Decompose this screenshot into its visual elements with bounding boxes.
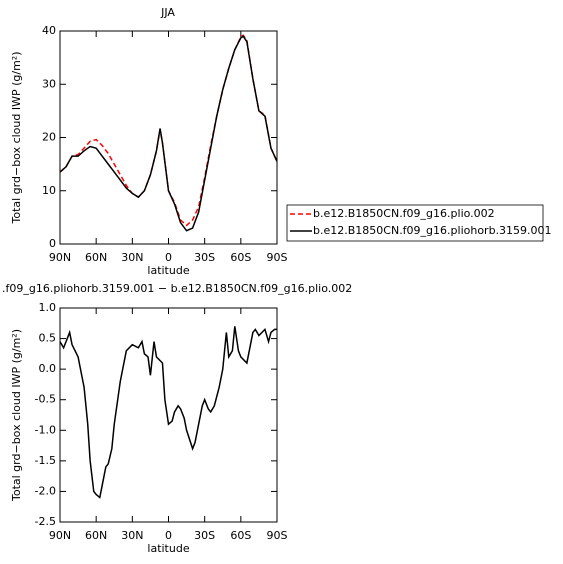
x-tick-label: 90N bbox=[49, 529, 71, 542]
y-tick-label: 40 bbox=[42, 24, 56, 37]
y-tick-label: -1.0 bbox=[35, 423, 56, 436]
legend-label: b.e12.B1850CN.f09_g16.pliohorb.3159.001 bbox=[313, 224, 552, 237]
data-line bbox=[59, 35, 278, 232]
x-tick-label: 60S bbox=[230, 251, 251, 264]
y-tick-label: -0.5 bbox=[35, 393, 56, 406]
x-tick-label: 0 bbox=[165, 529, 172, 542]
y-axis-label: Total grd−box cloud IWP (g/m²) bbox=[10, 51, 23, 224]
y-tick-label: 1.0 bbox=[39, 301, 57, 314]
x-tick-label: 30N bbox=[121, 251, 143, 264]
y-tick-label: 0.0 bbox=[39, 362, 57, 375]
x-tick-label: 30S bbox=[194, 251, 215, 264]
y-tick-label: 0.5 bbox=[39, 332, 57, 345]
x-tick-label: 60N bbox=[85, 251, 107, 264]
x-tick-label: 0 bbox=[165, 251, 172, 264]
x-tick-label: 60N bbox=[85, 529, 107, 542]
plot-frame bbox=[59, 30, 278, 245]
legend: b.e12.B1850CN.f09_g16.plio.002 b.e12.B185… bbox=[286, 204, 552, 242]
x-tick-label: 30S bbox=[194, 529, 215, 542]
x-tick-label: 90S bbox=[267, 529, 288, 542]
plot-frame bbox=[59, 307, 278, 523]
x-tick-label: 90N bbox=[49, 251, 71, 264]
y-tick-label: -2.0 bbox=[35, 484, 56, 497]
x-axis-label: latitude bbox=[147, 264, 189, 277]
legend-box bbox=[286, 204, 544, 242]
y-tick-label: 30 bbox=[42, 77, 56, 90]
chart-title: .f09_g16.pliohorb.3159.001 − b.e12.B1850… bbox=[2, 282, 352, 295]
y-tick-label: 20 bbox=[42, 131, 56, 144]
data-line bbox=[59, 326, 277, 499]
x-axis-label: latitude bbox=[147, 542, 189, 555]
y-tick-label: -1.5 bbox=[35, 454, 56, 467]
legend-label: b.e12.B1850CN.f09_g16.plio.002 bbox=[313, 207, 495, 220]
x-tick-label: 30N bbox=[121, 529, 143, 542]
y-axis-label: Total grd−box cloud IWP (g/m²) bbox=[10, 329, 23, 502]
data-line bbox=[59, 34, 278, 227]
chart-title: JJA bbox=[160, 6, 175, 19]
y-tick-label: 0 bbox=[49, 237, 56, 250]
x-tick-label: 60S bbox=[230, 529, 251, 542]
y-tick-label: 10 bbox=[42, 184, 56, 197]
x-tick-label: 90S bbox=[267, 251, 288, 264]
y-tick-label: -2.5 bbox=[35, 515, 56, 528]
